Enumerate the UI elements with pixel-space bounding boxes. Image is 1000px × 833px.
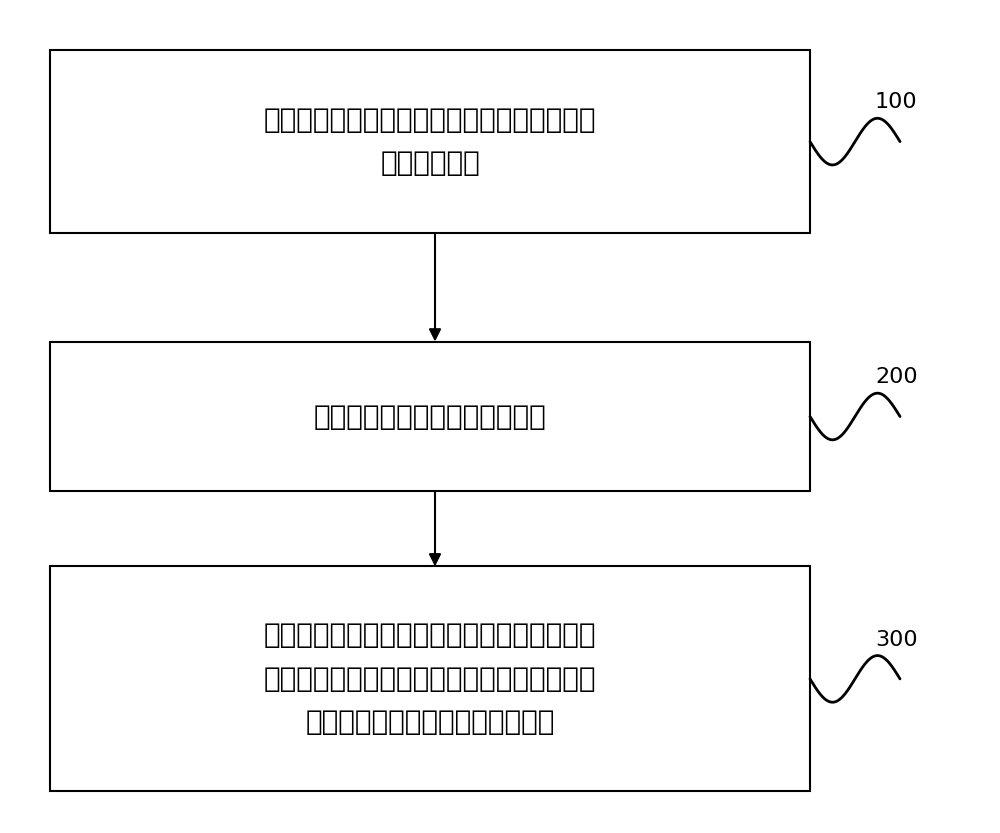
Text: 提供一基板，所述基板上依次层叠制备有源漏
极层、绝缘层: 提供一基板，所述基板上依次层叠制备有源漏 极层、绝缘层 xyxy=(264,106,596,177)
FancyBboxPatch shape xyxy=(50,50,810,233)
Text: 100: 100 xyxy=(875,92,918,112)
Text: 在所述导电平坦层上制备像素定义层，所述像
素定义层上设有开口，所述导电平坦层背向所
述绝缘层的一面露出于所述开口内: 在所述导电平坦层上制备像素定义层，所述像 素定义层上设有开口，所述导电平坦层背向… xyxy=(264,621,596,736)
Text: 200: 200 xyxy=(875,367,918,387)
FancyBboxPatch shape xyxy=(50,342,810,491)
Text: 在所述绝缘层上制备导电平坦层: 在所述绝缘层上制备导电平坦层 xyxy=(314,402,546,431)
FancyBboxPatch shape xyxy=(50,566,810,791)
Text: 300: 300 xyxy=(875,630,918,650)
